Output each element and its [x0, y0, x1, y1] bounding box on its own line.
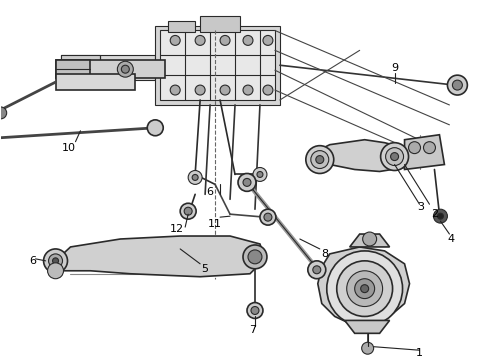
Circle shape: [195, 35, 205, 45]
Text: 12: 12: [170, 224, 184, 234]
Circle shape: [220, 35, 230, 45]
Polygon shape: [55, 236, 265, 277]
Circle shape: [363, 232, 377, 246]
Circle shape: [184, 207, 192, 215]
Circle shape: [251, 306, 259, 315]
Circle shape: [306, 146, 334, 174]
Text: 8: 8: [321, 249, 328, 259]
Polygon shape: [318, 247, 410, 323]
Circle shape: [170, 35, 180, 45]
Circle shape: [452, 80, 463, 90]
Polygon shape: [160, 31, 275, 100]
Circle shape: [381, 143, 409, 171]
Circle shape: [195, 85, 205, 95]
Circle shape: [311, 150, 329, 168]
Circle shape: [386, 148, 404, 166]
Circle shape: [248, 250, 262, 264]
Polygon shape: [55, 74, 135, 90]
Polygon shape: [61, 55, 100, 80]
Polygon shape: [168, 21, 195, 32]
Circle shape: [355, 279, 375, 298]
Text: 1: 1: [416, 348, 423, 358]
Circle shape: [313, 266, 321, 274]
Circle shape: [391, 153, 398, 161]
Circle shape: [0, 107, 7, 119]
Circle shape: [308, 261, 326, 279]
Circle shape: [180, 203, 196, 219]
Circle shape: [247, 302, 263, 319]
Polygon shape: [200, 15, 240, 32]
Circle shape: [434, 209, 447, 223]
Circle shape: [263, 85, 273, 95]
Circle shape: [188, 171, 202, 184]
Circle shape: [337, 261, 392, 316]
Circle shape: [327, 251, 403, 327]
Circle shape: [257, 171, 263, 177]
Circle shape: [423, 142, 436, 154]
Circle shape: [447, 75, 467, 95]
Circle shape: [52, 258, 58, 264]
Text: 2: 2: [431, 209, 438, 219]
Circle shape: [243, 35, 253, 45]
Circle shape: [316, 156, 324, 163]
Polygon shape: [61, 55, 155, 80]
Circle shape: [238, 174, 256, 192]
Polygon shape: [55, 60, 165, 78]
Text: 7: 7: [249, 325, 257, 336]
Text: 4: 4: [448, 234, 455, 244]
Circle shape: [361, 285, 368, 293]
Polygon shape: [350, 234, 390, 247]
Circle shape: [260, 209, 276, 225]
Text: 3: 3: [417, 202, 424, 212]
Circle shape: [220, 85, 230, 95]
Polygon shape: [405, 135, 444, 170]
Circle shape: [49, 254, 63, 268]
Text: 10: 10: [62, 143, 75, 153]
Circle shape: [118, 61, 133, 77]
Circle shape: [147, 120, 163, 136]
Polygon shape: [310, 140, 410, 171]
Polygon shape: [55, 60, 91, 78]
Text: 6: 6: [207, 187, 214, 197]
Circle shape: [170, 85, 180, 95]
Circle shape: [243, 179, 251, 186]
Circle shape: [48, 263, 64, 279]
Circle shape: [253, 167, 267, 181]
Polygon shape: [345, 320, 390, 333]
Circle shape: [192, 175, 198, 180]
Circle shape: [438, 213, 443, 219]
Circle shape: [409, 142, 420, 154]
Text: 5: 5: [201, 264, 209, 274]
Text: 6: 6: [29, 256, 36, 266]
Circle shape: [347, 271, 383, 306]
Text: 11: 11: [208, 219, 222, 229]
Circle shape: [243, 85, 253, 95]
Circle shape: [243, 245, 267, 269]
Polygon shape: [155, 26, 280, 105]
Circle shape: [122, 65, 129, 73]
Circle shape: [263, 35, 273, 45]
Text: 9: 9: [391, 63, 398, 73]
Circle shape: [44, 249, 68, 273]
Circle shape: [264, 213, 272, 221]
Circle shape: [362, 342, 374, 354]
